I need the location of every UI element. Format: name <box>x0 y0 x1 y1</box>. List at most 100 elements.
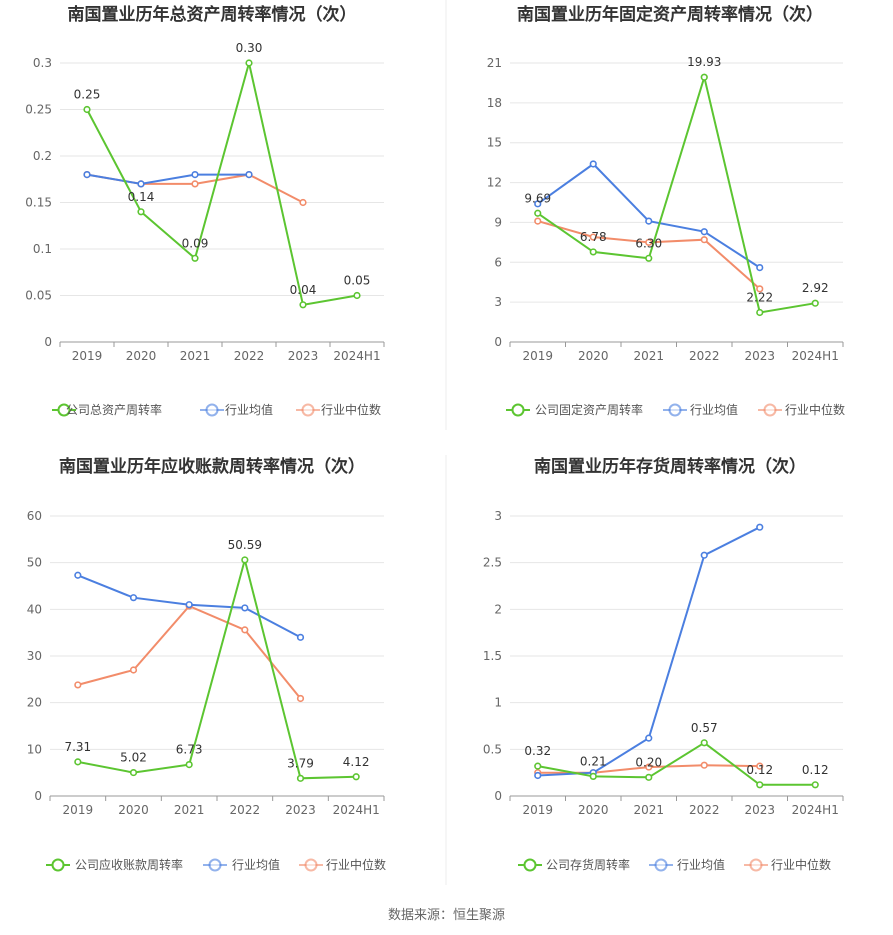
y-tick-label: 0.1 <box>33 242 52 256</box>
chart-title: 南国置业历年固定资产周转率情况（次） <box>517 4 823 25</box>
data-label: 2.22 <box>746 291 773 305</box>
x-tick-label: 2024H1 <box>333 803 380 817</box>
y-tick-label: 2 <box>494 602 502 616</box>
data-point-avg <box>534 771 542 780</box>
data-point-company <box>352 773 360 781</box>
data-point-median <box>645 238 653 246</box>
data-point-avg <box>756 264 764 272</box>
legend-label: 行业中位数 <box>785 402 845 417</box>
y-tick-label: 6 <box>494 255 502 269</box>
data-label: 0.21 <box>580 754 607 768</box>
x-tick-label: 2022 <box>234 349 265 363</box>
y-tick-label: 0 <box>494 335 502 349</box>
data-point-avg <box>700 228 708 236</box>
legend-label: 公司存货周转率 <box>546 857 630 872</box>
y-tick-label: 0.3 <box>33 56 52 70</box>
y-tick-label: 0.5 <box>483 742 502 756</box>
legend-marker <box>511 403 525 417</box>
legend-marker <box>654 858 668 872</box>
legend-item-avg: 行业均值 <box>649 857 725 872</box>
x-tick-label: 2024H1 <box>792 349 839 363</box>
legend-marker <box>749 858 763 872</box>
legend-label: 行业中位数 <box>321 402 381 417</box>
legend-marker <box>205 403 219 417</box>
y-tick-label: 0.05 <box>25 289 52 303</box>
series-line-company <box>537 73 816 314</box>
data-point-company <box>137 208 145 216</box>
data-point-company <box>74 758 82 766</box>
y-tick-label: 12 <box>487 176 502 190</box>
legend-item-median: 行业中位数 <box>299 857 386 872</box>
data-point-avg <box>645 734 653 742</box>
data-point-avg <box>756 523 764 531</box>
legend-item-median: 行业中位数 <box>758 402 845 417</box>
legend-label: 公司总资产周转率 <box>66 402 162 417</box>
x-tick-label: 2020 <box>578 349 609 363</box>
data-point-company <box>700 73 708 81</box>
x-tick-label: 2020 <box>118 803 149 817</box>
data-point-median <box>129 666 138 674</box>
x-tick-label: 2021 <box>180 349 211 363</box>
legend-label: 公司应收账款周转率 <box>75 857 183 872</box>
y-tick-label: 30 <box>27 649 42 663</box>
data-label: 6.73 <box>176 743 203 757</box>
y-tick-label: 20 <box>27 696 42 710</box>
data-label: 0.20 <box>635 755 662 769</box>
data-label: 0.32 <box>524 744 551 758</box>
data-point-avg <box>74 571 82 579</box>
chart-title: 南国置业历年存货周转率情况（次） <box>534 456 806 477</box>
y-tick-label: 0 <box>34 789 42 803</box>
data-point-company <box>353 291 361 300</box>
legend-item-company: 公司存货周转率 <box>518 857 630 872</box>
data-label: 7.31 <box>64 740 91 754</box>
x-tick-label: 2019 <box>63 803 94 817</box>
legend-item-company: 公司总资产周转率 <box>52 402 162 417</box>
data-point-avg <box>645 217 653 225</box>
x-tick-label: 2020 <box>578 803 609 817</box>
data-point-median <box>191 180 199 188</box>
data-label: 19.93 <box>687 55 721 69</box>
legend-marker <box>208 858 222 872</box>
data-point-company <box>811 299 819 307</box>
data-point-company <box>534 209 542 217</box>
x-tick-label: 2022 <box>689 803 720 817</box>
legend-marker <box>523 858 537 872</box>
data-label: 0.12 <box>746 763 773 777</box>
chart-title: 南国置业历年应收账款周转率情况（次） <box>59 456 365 477</box>
data-point-company <box>129 768 138 777</box>
data-point-company <box>756 781 764 789</box>
chart-3: 南国置业历年应收账款周转率情况（次） 0 10 20 30 40 50 60 2019 2020 2… <box>27 456 386 872</box>
data-point-company <box>756 308 764 317</box>
data-point-avg <box>241 604 249 612</box>
data-point-company <box>645 773 653 781</box>
x-tick-label: 2022 <box>230 803 261 817</box>
series-line-median <box>86 173 304 204</box>
x-tick-label: 2019 <box>522 349 553 363</box>
legend-label: 行业均值 <box>690 402 738 417</box>
chart-2: 南国置业历年固定资产周转率情况（次） 0 3 6 9 12 15 18 21 2019 2020 20… <box>487 4 845 417</box>
data-label: 0.57 <box>691 721 718 735</box>
data-point-avg <box>700 551 708 559</box>
legend-marker <box>57 403 71 417</box>
x-tick-label: 2022 <box>689 349 720 363</box>
legend-label: 行业中位数 <box>771 857 831 872</box>
legend-label: 行业均值 <box>225 402 273 417</box>
data-label: 50.59 <box>228 538 262 552</box>
y-tick-label: 15 <box>487 136 502 150</box>
y-tick-label: 60 <box>27 509 42 523</box>
chart-1: 南国置业历年总资产周转率情况（次） 0 0.05 0.1 0.15 0.2 0.25 0.3 2… <box>25 4 385 417</box>
data-point-company <box>700 739 708 747</box>
data-label: 0.12 <box>802 763 829 777</box>
data-point-company <box>589 772 597 781</box>
data-point-avg <box>589 160 597 168</box>
legend-label: 行业中位数 <box>326 857 386 872</box>
data-point-median <box>241 626 249 634</box>
series-line-company <box>537 741 816 786</box>
data-point-median <box>296 694 305 703</box>
y-tick-label: 0.15 <box>25 196 52 210</box>
data-label: 0.30 <box>236 41 263 55</box>
legend-item-company: 公司固定资产周转率 <box>506 402 643 417</box>
y-tick-label: 18 <box>487 96 502 110</box>
y-tick-label: 3 <box>494 509 502 523</box>
legend-item-median: 行业中位数 <box>296 402 381 417</box>
